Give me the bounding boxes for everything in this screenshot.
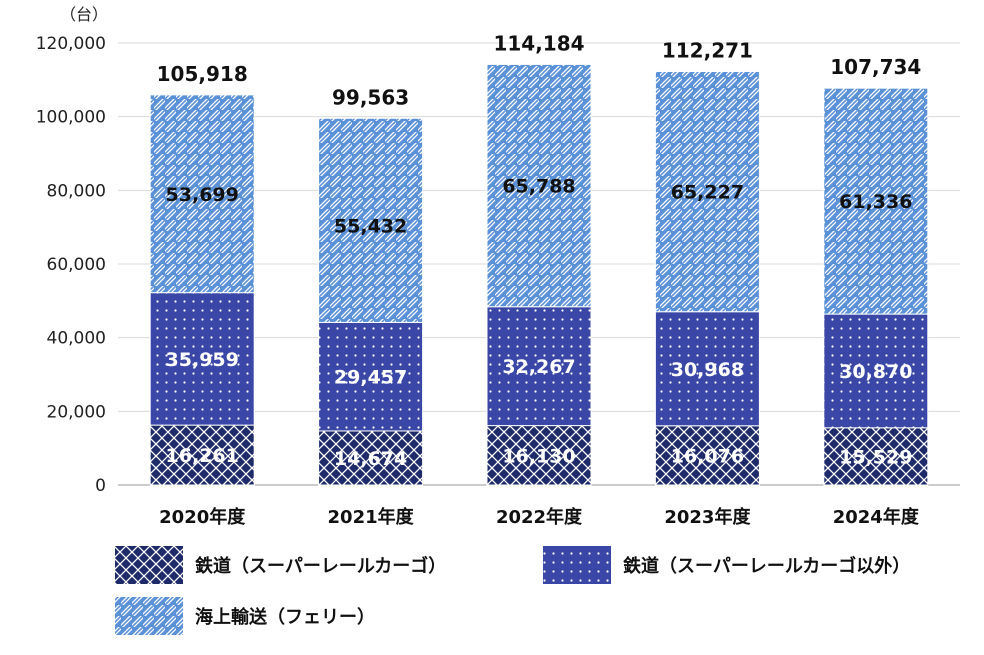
total-value-label: 99,563 <box>332 85 409 109</box>
y-tick-label: 60,000 <box>47 255 106 275</box>
legend-item: 鉄道（スーパーレールカーゴ） <box>115 546 446 584</box>
segment-value-label: 65,227 <box>671 182 744 204</box>
legend-item: 鉄道（スーパーレールカーゴ以外） <box>543 546 910 584</box>
legend-swatch <box>543 546 611 584</box>
legend-label: 鉄道（スーパーレールカーゴ以外） <box>623 555 910 577</box>
y-tick-label: 0 <box>95 476 106 496</box>
segment-value-label: 30,968 <box>671 359 744 381</box>
segment-value-label: 14,674 <box>334 448 407 470</box>
bar-segment <box>318 430 424 486</box>
x-category-label: 2021年度 <box>328 506 415 528</box>
y-tick-label: 120,000 <box>36 34 106 54</box>
total-value-label: 112,271 <box>662 38 753 62</box>
x-category-label: 2023年度 <box>664 506 751 528</box>
bar-segment <box>823 87 929 315</box>
y-tick-label: 100,000 <box>36 108 106 128</box>
x-category-label: 2020年度 <box>159 506 246 528</box>
total-value-label: 107,734 <box>830 55 921 79</box>
bar-segment <box>149 292 255 426</box>
segment-value-label: 16,261 <box>166 445 239 467</box>
legend-label: 海上輸送（フェリー） <box>195 606 375 628</box>
segment-value-label: 15,529 <box>839 446 912 468</box>
y-axis: （台） 0 20,000 40,000 60,000 80,000 100,000 120,0… <box>36 5 920 528</box>
bar-segment <box>823 427 929 486</box>
legend-swatch <box>115 546 183 584</box>
bar-segment <box>318 117 424 323</box>
segment-value-label: 32,267 <box>502 356 575 378</box>
y-unit-label: （台） <box>60 5 108 24</box>
legend-item: 海上輸送（フェリー） <box>115 597 375 635</box>
bar-segment <box>318 321 424 432</box>
y-tick-label: 20,000 <box>47 402 106 422</box>
bar-segment <box>149 94 255 294</box>
segment-value-label: 30,870 <box>839 361 912 383</box>
legend-label: 鉄道（スーパーレールカーゴ） <box>195 555 446 577</box>
legend: 鉄道（スーパーレールカーゴ） 鉄道（スーパーレールカーゴ以外） 海上輸送（フェリー） <box>115 546 910 635</box>
segment-value-label: 29,457 <box>334 367 407 389</box>
bars <box>149 63 929 486</box>
bar-segment <box>654 70 760 313</box>
segment-value-label: 16,130 <box>502 445 575 467</box>
total-value-label: 105,918 <box>157 62 248 86</box>
bar-segment <box>149 424 255 486</box>
segment-value-label: 16,076 <box>671 445 744 467</box>
y-tick-label: 80,000 <box>47 181 106 201</box>
bar-segment <box>486 425 592 486</box>
legend-swatch <box>115 597 183 635</box>
x-category-label: 2022年度 <box>496 506 583 528</box>
segment-value-label: 53,699 <box>166 184 239 206</box>
segment-value-label: 65,788 <box>502 176 575 198</box>
bar-segment <box>486 63 592 308</box>
x-category-label: 2024年度 <box>833 506 920 528</box>
segment-value-label: 61,336 <box>839 191 912 213</box>
bar-segment <box>486 306 592 427</box>
segment-value-label: 35,959 <box>166 349 239 371</box>
y-tick-label: 40,000 <box>47 329 106 349</box>
data-labels: 16,261 35,959 53,699 105,918 14,674 29,457 55,… <box>157 31 922 470</box>
segment-value-label: 55,432 <box>334 215 407 237</box>
total-value-label: 114,184 <box>493 31 584 55</box>
